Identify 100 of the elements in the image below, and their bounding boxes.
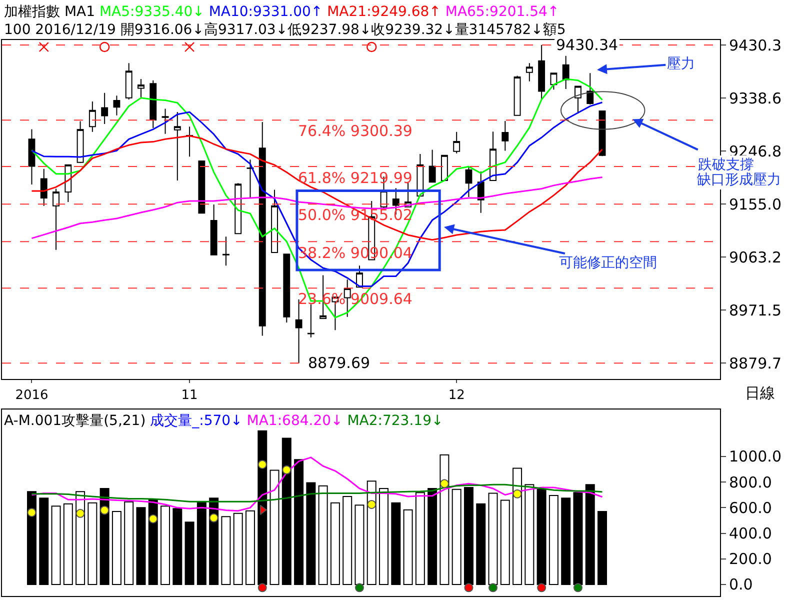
bar (548, 495, 558, 585)
candlestick (174, 112, 181, 181)
bar (536, 488, 546, 585)
candlestick (150, 80, 157, 128)
point (440, 479, 449, 488)
y-tick-label: 800.0 (729, 473, 772, 492)
candlestick (186, 126, 194, 158)
bar (318, 485, 328, 585)
bar (354, 504, 364, 585)
candlestick (562, 55, 570, 90)
bar (500, 500, 510, 585)
x-tick-label: 2016 (15, 388, 48, 403)
point (282, 465, 292, 474)
chart-subtitle: 100 2016/12/19 開9316.06↓高9317.03↓低9237.98↓收9239.32↓量3145782↓額5 (4, 22, 566, 38)
point (367, 500, 376, 509)
candlestick (210, 204, 218, 256)
bar (452, 488, 462, 585)
bar (88, 502, 98, 585)
y-tick-label: 9430.3 (729, 36, 782, 54)
bar (270, 470, 280, 585)
ref-line-label: 61.8% 9219.99 (298, 169, 412, 187)
text: MA1:684.20↓ (246, 413, 343, 429)
candlestick (574, 86, 582, 114)
bar (196, 502, 206, 585)
candlestick (283, 254, 290, 324)
point (464, 583, 474, 592)
bar (306, 482, 316, 585)
point (512, 489, 522, 498)
ref-line-label: 8879.69 (308, 354, 370, 372)
candlestick (307, 304, 314, 338)
y-tick-label: 400.0 (729, 524, 772, 543)
text: MA5:9335.40↓ (99, 4, 204, 20)
bar (415, 492, 425, 585)
bar (342, 496, 352, 585)
x-tick-label: 11 (181, 388, 198, 403)
text: 壓力 (667, 56, 695, 72)
annotation: 可能修正的空間 (559, 255, 657, 271)
candlestick (453, 131, 460, 154)
point (354, 583, 364, 592)
bar (366, 480, 376, 585)
text: MA2:723.19↓ (347, 413, 444, 429)
line-series (30, 135, 604, 241)
candlestick (514, 75, 521, 116)
x-tick-label: 12 (448, 388, 465, 403)
bar (512, 468, 522, 585)
bar (561, 498, 571, 585)
bar (294, 459, 304, 585)
candlestick (138, 78, 144, 99)
ref-line-label: 76.4% 9300.39 (298, 122, 412, 140)
bar (585, 484, 595, 585)
bar (403, 509, 413, 585)
bar (63, 503, 73, 585)
candlestick (222, 236, 230, 266)
candlestick (101, 92, 108, 124)
candlestick (465, 166, 472, 198)
text: MA21:9249.68↑ (327, 4, 441, 20)
candlestick (246, 159, 254, 198)
chart-title: 加權指數 MA1 (4, 4, 96, 20)
bar (330, 502, 340, 585)
text: MA65:9201.54↑ (445, 4, 560, 20)
bar (39, 498, 49, 585)
bar (440, 454, 450, 585)
bar (221, 516, 231, 585)
bar (428, 488, 438, 585)
candlestick (125, 62, 132, 100)
candlestick (440, 154, 448, 181)
bar (476, 503, 486, 585)
bar (524, 484, 534, 585)
candlestick (586, 72, 594, 105)
y-tick-label: 0.0 (729, 576, 753, 594)
ref-line-label: 9430.34 (556, 36, 618, 54)
candlestick (40, 168, 48, 206)
candlestick (550, 72, 558, 90)
series-label: 成交量_:570↓ (150, 413, 242, 429)
bar (391, 502, 401, 585)
bar (379, 488, 389, 585)
y-tick-label: 600.0 (729, 498, 772, 517)
bar (112, 511, 122, 585)
point (148, 514, 158, 524)
candlestick (28, 128, 36, 185)
candlestick (428, 149, 436, 183)
y-tick-label: 8971.5 (729, 301, 782, 320)
bar (598, 511, 607, 585)
candlestick (113, 95, 120, 116)
candlestick (52, 188, 60, 250)
y-tick-label: 9155.0 (729, 195, 782, 214)
candlestick (198, 160, 206, 214)
bar (233, 512, 243, 585)
candlestick (76, 120, 84, 164)
candlestick (234, 182, 242, 234)
y-tick-label: 8879.7 (729, 354, 782, 372)
bar (160, 506, 170, 585)
text: 缺口形成壓力 (697, 172, 781, 188)
point (488, 583, 498, 592)
y-tick-label: 200.0 (729, 550, 772, 568)
candlestick (258, 121, 266, 336)
candlestick (538, 44, 546, 100)
bar (26, 491, 36, 585)
bar (136, 507, 146, 585)
candlestick (502, 120, 509, 152)
